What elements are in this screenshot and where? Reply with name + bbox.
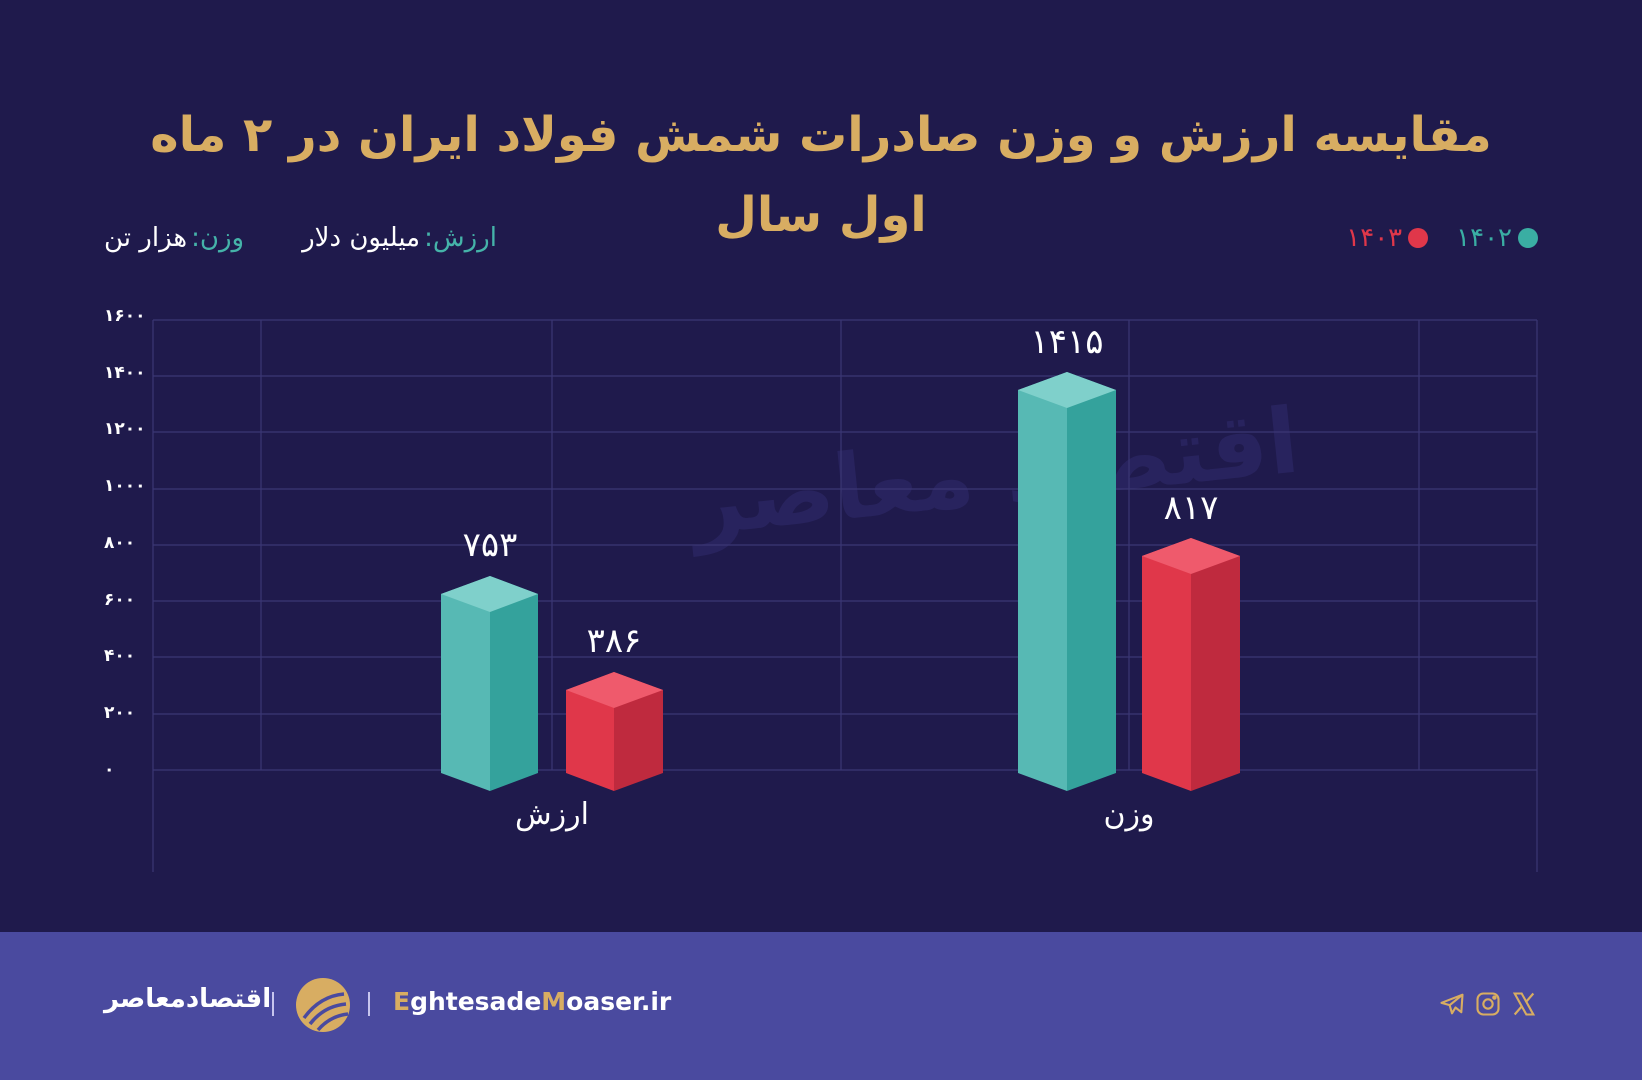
- legend-dot-teal-icon: [1518, 228, 1538, 248]
- y-tick-1000: ۱۰۰۰: [104, 476, 146, 496]
- telegram-icon[interactable]: [1438, 990, 1466, 1018]
- x-twitter-icon[interactable]: [1510, 990, 1538, 1018]
- website-link[interactable]: EghtesadeMoaser.ir: [393, 987, 672, 1016]
- chart-canvas: مقایسه ارزش و وزن صادرات شمش فولاد ایران…: [104, 107, 1538, 872]
- legend-dot-red-icon: [1408, 228, 1429, 248]
- y-tick-400: ۴۰۰: [104, 646, 136, 666]
- y-tick-200: ۲۰۰: [104, 703, 136, 723]
- bar-arzesh-1402: [441, 576, 538, 791]
- bar-vazn-1403: [1142, 538, 1240, 791]
- brand-name-fa: اقتصادمعاصر: [104, 984, 272, 1014]
- plot-area: [152, 319, 1538, 872]
- units-note: ارزش: میلیون دلار وزن: هزار تن: [104, 216, 497, 260]
- category-label-vazn: وزن: [1103, 797, 1155, 832]
- y-tick-1200: ۱۲۰۰: [104, 419, 146, 439]
- social-links: [1438, 990, 1538, 1018]
- unit-value: ارزش: میلیون دلار: [302, 216, 497, 260]
- bar-vazn-1402: [1018, 372, 1116, 791]
- grid-lines: [152, 319, 1538, 872]
- y-tick-600: ۶۰۰: [104, 590, 136, 610]
- y-tick-800: ۸۰۰: [104, 533, 136, 553]
- value-label-vazn-1403: ۸۱۷: [1163, 488, 1219, 528]
- value-label-arzesh-1402: ۷۵۳: [462, 525, 518, 565]
- y-tick-1600: ۱۶۰۰: [104, 306, 146, 326]
- brand-logo-icon: [296, 978, 350, 1032]
- bar-arzesh-1403: [566, 672, 663, 791]
- value-label-arzesh-1403: ۳۸۶: [586, 621, 642, 661]
- legend-item-1403: ۱۴۰۳: [1346, 216, 1429, 260]
- legend-label-1403: ۱۴۰۳: [1346, 223, 1403, 253]
- legend-label-1402: ۱۴۰۲: [1456, 223, 1512, 253]
- unit-weight-key: وزن:: [191, 223, 245, 253]
- unit-value-text: میلیون دلار: [302, 223, 421, 253]
- y-tick-0: ۰: [104, 760, 115, 780]
- unit-weight: وزن: هزار تن: [104, 216, 244, 260]
- footer-bar: اقتصادمعاصر EghtesadeMoaser.ir: [0, 932, 1642, 1080]
- instagram-icon[interactable]: [1474, 990, 1502, 1018]
- chart-title: مقایسه ارزش و وزن صادرات شمش فولاد ایران…: [150, 107, 1492, 243]
- unit-value-key: ارزش:: [424, 223, 497, 253]
- y-tick-1400: ۱۴۰۰: [104, 363, 146, 383]
- legend: ۱۴۰۲ ۱۴۰۳: [1346, 216, 1538, 260]
- unit-weight-text: هزار تن: [104, 223, 188, 253]
- divider: [368, 992, 370, 1016]
- value-label-vazn-1402: ۱۴۱۵: [1030, 322, 1104, 362]
- divider: [272, 992, 274, 1016]
- legend-item-1402: ۱۴۰۲: [1456, 216, 1538, 260]
- category-label-arzesh: ارزش: [515, 797, 589, 832]
